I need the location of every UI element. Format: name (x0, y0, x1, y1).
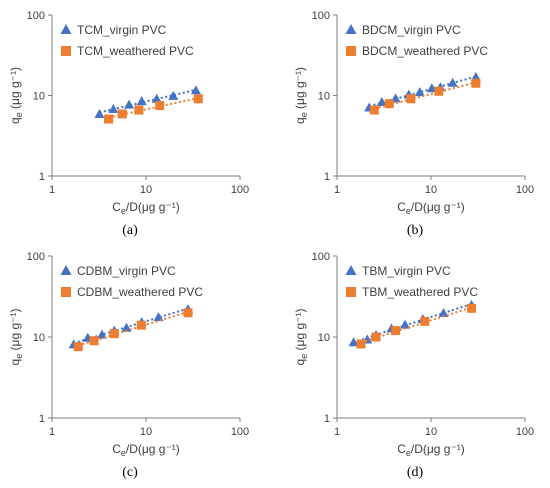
legend-label: BDCM_virgin PVC (362, 23, 461, 37)
data-point-square (89, 336, 99, 346)
x-axis-label: Ce/D(μg g⁻¹) (112, 200, 180, 216)
legend-marker-triangle (345, 24, 357, 34)
data-point-triangle (153, 312, 164, 322)
y-axis-label: qe (μg g⁻¹) (293, 67, 309, 124)
y-tick-label: 100 (312, 251, 330, 263)
legend-label: BDCM_weathered PVC (362, 44, 488, 58)
chart-panel-3: 1 10 100 1 10 100 qe (μg g⁻¹) Ce/D(μg g⁻¹) CDBM_… (8, 251, 249, 480)
data-point-triangle (438, 307, 449, 317)
x-tick-label: 10 (140, 184, 152, 196)
y-tick-label: 100 (27, 251, 45, 263)
y-tick-label: 100 (312, 10, 330, 22)
data-point-triangle (151, 93, 162, 103)
chart-panel-4: 1 10 100 1 10 100 qe (μg g⁻¹) Ce/D(μg g⁻¹) TBM_v… (293, 251, 534, 480)
x-tick-label: 100 (231, 184, 249, 196)
data-point-square (109, 329, 119, 339)
x-axis-label: Ce/D(μg g⁻¹) (112, 442, 180, 458)
data-point-square (406, 94, 416, 104)
x-tick-label: 100 (516, 426, 534, 438)
data-point-triangle (414, 87, 425, 97)
legend-marker-triangle (60, 24, 72, 34)
data-point-square (117, 109, 127, 119)
data-point-triangle (124, 99, 135, 109)
data-point-square (356, 339, 366, 349)
data-point-square (371, 332, 381, 342)
chart-panel-1: 1 10 100 1 10 100 qe (μg g⁻¹) Ce/D(μg g⁻¹) TCM_v… (8, 10, 249, 238)
panel-label: (c) (122, 465, 138, 480)
data-point-square (467, 303, 477, 313)
y-tick-label: 100 (27, 10, 45, 22)
data-point-square (104, 114, 114, 124)
data-point-triangle (136, 96, 147, 106)
legend-marker-square (61, 46, 71, 56)
y-axis-label: qe (μg g⁻¹) (8, 67, 24, 124)
y-tick-label: 1 (39, 171, 45, 183)
data-point-triangle (121, 322, 132, 332)
legend-label: CDBM_weathered PVC (77, 285, 203, 299)
chart-panel-2: 1 10 100 1 10 100 qe (μg g⁻¹) Ce/D(μg g⁻¹) BDCM_… (293, 10, 534, 238)
x-tick-label: 1 (49, 426, 55, 438)
legend-marker-square (61, 287, 71, 297)
legend-marker-triangle (345, 265, 357, 275)
data-point-square (155, 101, 165, 111)
data-point-square (73, 342, 83, 352)
legend-label: TBM_virgin PVC (362, 264, 451, 278)
legend-label: TCM_weathered PVC (77, 44, 194, 58)
legend-marker-square (346, 287, 356, 297)
data-point-triangle (348, 337, 359, 347)
data-point-square (134, 105, 144, 115)
y-axis-label: qe (μg g⁻¹) (8, 309, 24, 366)
legend-marker-triangle (60, 265, 72, 275)
legend-marker-square (346, 46, 356, 56)
trendline-series-2 (374, 81, 477, 110)
data-point-square (183, 308, 193, 318)
data-point-square (420, 316, 430, 326)
panel-label: (d) (407, 465, 424, 480)
y-tick-label: 1 (324, 171, 330, 183)
x-tick-label: 10 (140, 426, 152, 438)
y-tick-label: 10 (33, 91, 45, 103)
data-point-triangle (108, 103, 119, 113)
data-point-square (136, 320, 146, 330)
data-point-square (369, 105, 379, 115)
trendline-series-1 (353, 302, 472, 344)
data-point-triangle (190, 85, 201, 95)
data-point-triangle (168, 90, 179, 100)
y-axis-label: qe (μg g⁻¹) (293, 309, 309, 366)
x-tick-label: 10 (425, 426, 437, 438)
legend-label: CDBM_virgin PVC (77, 264, 176, 278)
data-point-square (471, 78, 481, 88)
x-tick-label: 100 (231, 426, 249, 438)
data-point-triangle (96, 329, 107, 339)
trendline-series-1 (99, 88, 197, 114)
x-tick-label: 100 (516, 184, 534, 196)
x-tick-label: 1 (49, 184, 55, 196)
y-tick-label: 1 (39, 413, 45, 425)
y-tick-label: 10 (33, 332, 45, 344)
y-tick-label: 1 (324, 413, 330, 425)
data-point-triangle (400, 319, 411, 329)
legend-label: TCM_virgin PVC (77, 23, 167, 37)
panel-label: (b) (407, 223, 424, 238)
x-tick-label: 1 (334, 184, 340, 196)
data-point-square (434, 86, 444, 96)
data-point-square (391, 326, 401, 336)
x-axis-label: Ce/D(μg g⁻¹) (397, 200, 465, 216)
data-point-triangle (447, 77, 458, 87)
data-point-square (193, 94, 203, 104)
y-tick-label: 10 (318, 91, 330, 103)
data-point-triangle (94, 108, 105, 118)
x-tick-label: 1 (334, 426, 340, 438)
data-point-triangle (376, 97, 387, 107)
x-axis-label: Ce/D(μg g⁻¹) (397, 442, 465, 458)
panel-label: (a) (122, 223, 138, 238)
legend-label: TBM_weathered PVC (362, 285, 478, 299)
x-tick-label: 10 (425, 184, 437, 196)
data-point-triangle (470, 71, 481, 81)
data-point-square (384, 99, 394, 109)
y-tick-label: 10 (318, 332, 330, 344)
